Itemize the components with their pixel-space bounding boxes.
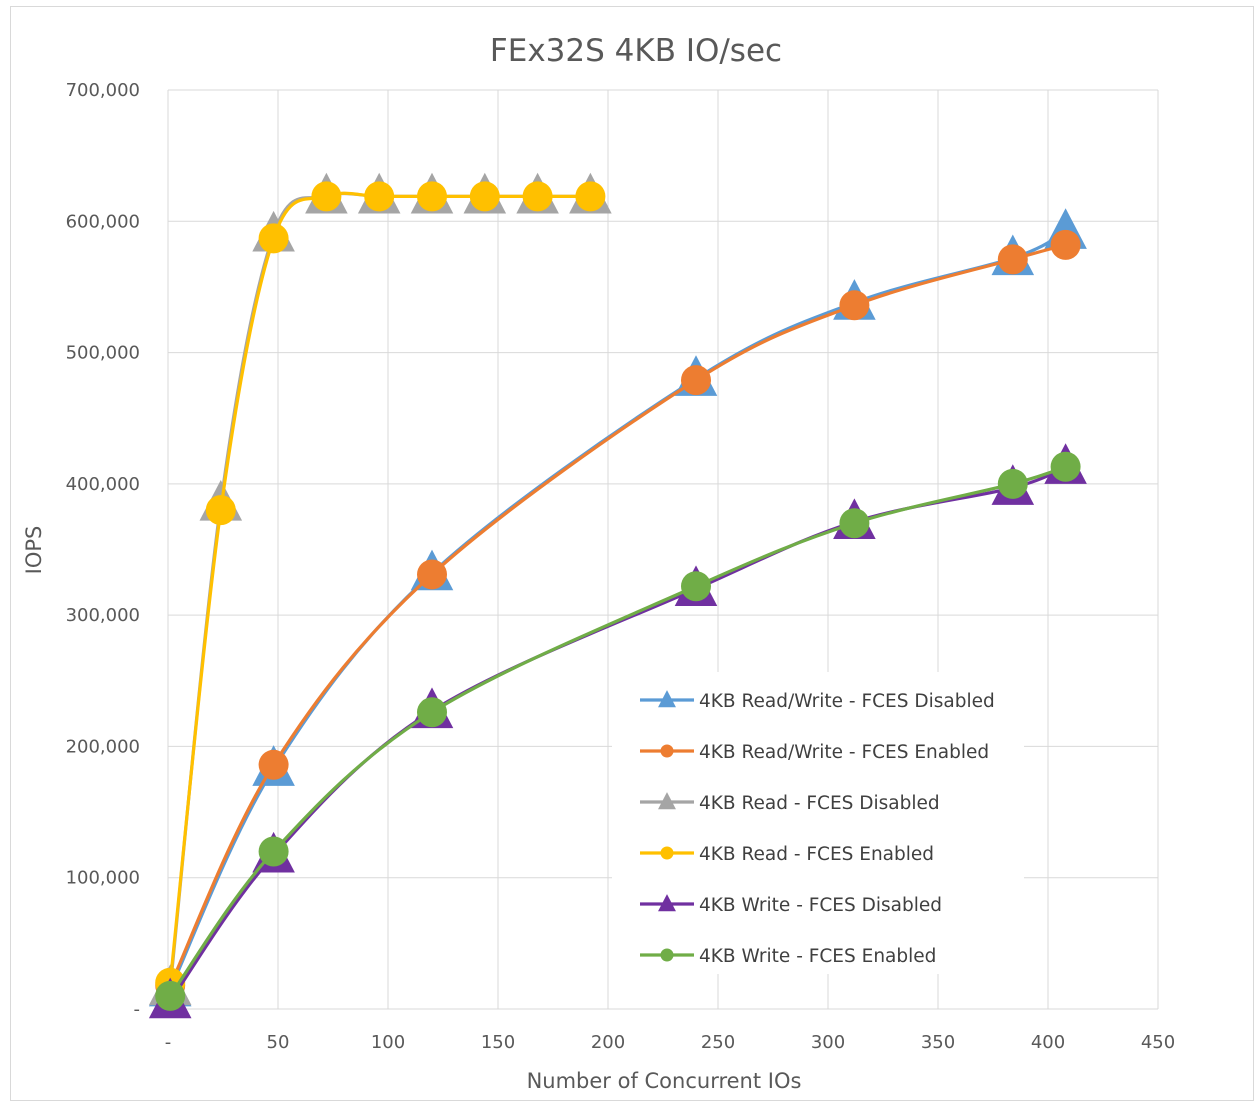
legend-swatch-marker — [660, 948, 674, 962]
legend-label: 4KB Read/Write - FCES Enabled — [699, 742, 989, 763]
data-point — [522, 181, 553, 212]
y-tick-label: 300,000 — [66, 605, 140, 626]
legend: 4KB Read/Write - FCES Disabled 4KB Read/W… — [612, 672, 1024, 974]
legend-swatch-marker — [658, 690, 676, 708]
data-point — [1050, 451, 1081, 482]
legend-item: 4KB Read - FCES Enabled — [640, 844, 934, 865]
data-point — [469, 181, 500, 212]
y-tick-label: 700,000 — [66, 80, 140, 101]
x-tick-label: 350 — [921, 1032, 955, 1053]
legend-item: 4KB Write - FCES Enabled — [640, 946, 936, 967]
data-point — [155, 980, 186, 1011]
data-point — [417, 559, 447, 590]
data-point — [997, 468, 1028, 499]
legend-label: 4KB Write - FCES Disabled — [699, 895, 942, 916]
legend-label: 4KB Read - FCES Enabled — [699, 844, 934, 865]
data-point — [575, 181, 606, 212]
y-tick-label: 600,000 — [66, 211, 140, 232]
x-tick-label: 250 — [701, 1032, 735, 1053]
y-tick-label: 200,000 — [66, 736, 140, 757]
x-tick-label: 150 — [481, 1032, 515, 1053]
x-tick-label: 400 — [1031, 1032, 1065, 1053]
y-tick-labels: - 100,000 200,000 300,000 400,000 500,000 600,… — [66, 80, 140, 1020]
data-point — [311, 181, 342, 212]
legend-swatch-marker — [660, 846, 674, 860]
data-point — [417, 181, 447, 212]
data-point — [417, 697, 447, 728]
legend-label: 4KB Read - FCES Disabled — [699, 793, 940, 814]
y-axis-label: IOPS — [22, 526, 46, 575]
data-point — [997, 244, 1028, 275]
data-point — [839, 508, 870, 539]
legend-item: 4KB Read/Write - FCES Disabled — [640, 690, 995, 712]
x-axis-label: Number of Concurrent IOs — [527, 1069, 802, 1093]
x-tick-label: 300 — [811, 1032, 845, 1053]
x-tick-label: 100 — [371, 1032, 405, 1053]
x-tick-labels: - 50 100 150 200 250 300 350 400 450 — [165, 1032, 1175, 1053]
data-point — [839, 290, 870, 321]
y-tick-label: 400,000 — [66, 474, 140, 495]
legend-item: 4KB Write - FCES Disabled — [640, 894, 942, 916]
series-4kb-read-fces-enabled — [155, 181, 606, 998]
series-4kb-write-fces-enabled — [155, 451, 1081, 1011]
data-point — [258, 836, 289, 867]
y-tick-label: - — [134, 999, 141, 1020]
data-point — [258, 223, 289, 254]
y-tick-label: 100,000 — [66, 868, 140, 889]
series-line — [168, 191, 592, 985]
legend-background — [612, 672, 1024, 974]
data-point — [681, 571, 711, 602]
legend-swatch-marker — [658, 792, 676, 810]
x-tick-label: 50 — [267, 1032, 290, 1053]
legend-label: 4KB Write - FCES Enabled — [699, 946, 936, 967]
legend-swatch-marker — [660, 744, 674, 758]
x-tick-label: 200 — [591, 1032, 625, 1053]
x-tick-label: 450 — [1141, 1032, 1175, 1053]
chart-title: FEx32S 4KB IO/sec — [490, 33, 782, 69]
data-point — [364, 181, 395, 212]
x-tick-label: - — [165, 1032, 172, 1053]
data-point — [681, 365, 711, 396]
series-line — [168, 191, 592, 990]
legend-item: 4KB Read/Write - FCES Enabled — [640, 742, 989, 763]
data-point — [258, 749, 289, 780]
series-4kb-read-write-fces-enabled — [155, 229, 1081, 1001]
legend-swatch-marker — [658, 894, 676, 912]
series-layer — [148, 172, 1087, 1019]
legend-item: 4KB Read - FCES Disabled — [640, 792, 940, 814]
data-point — [205, 495, 236, 526]
y-tick-label: 500,000 — [66, 343, 140, 364]
legend-label: 4KB Read/Write - FCES Disabled — [699, 691, 995, 712]
data-point — [1050, 229, 1081, 260]
